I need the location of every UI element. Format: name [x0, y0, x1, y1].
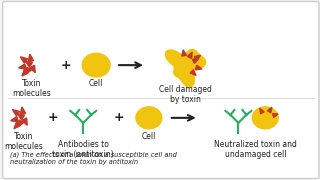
Polygon shape [25, 61, 32, 67]
Text: Cell: Cell [89, 79, 103, 88]
Polygon shape [190, 70, 196, 76]
Polygon shape [30, 65, 35, 73]
Text: Antibodies to
toxin (antitoxin): Antibodies to toxin (antitoxin) [52, 140, 114, 159]
Polygon shape [17, 120, 23, 127]
Polygon shape [22, 69, 28, 76]
PathPatch shape [165, 50, 206, 87]
Polygon shape [196, 65, 202, 70]
Polygon shape [20, 57, 28, 63]
Polygon shape [17, 114, 24, 120]
Polygon shape [192, 59, 199, 63]
Polygon shape [19, 64, 26, 69]
FancyBboxPatch shape [3, 1, 319, 179]
Text: (a) The effects of a toxin on a susceptible cell and
neutralization of the toxin: (a) The effects of a toxin on a suscepti… [10, 152, 176, 165]
Text: Toxin
molecules: Toxin molecules [12, 79, 51, 98]
Text: Cell damaged
by toxin: Cell damaged by toxin [159, 85, 212, 104]
Polygon shape [22, 118, 27, 125]
Text: +: + [114, 111, 124, 124]
Text: +: + [61, 59, 72, 72]
Text: Neutralized toxin and
undamaged cell: Neutralized toxin and undamaged cell [214, 140, 297, 159]
Polygon shape [28, 54, 34, 61]
Polygon shape [188, 52, 192, 58]
Polygon shape [25, 67, 31, 74]
Ellipse shape [252, 107, 278, 129]
Polygon shape [260, 108, 264, 114]
Polygon shape [12, 109, 20, 116]
Ellipse shape [136, 107, 162, 129]
Polygon shape [182, 50, 187, 56]
Text: +: + [48, 111, 59, 124]
Ellipse shape [82, 53, 110, 77]
Polygon shape [11, 117, 18, 122]
Polygon shape [194, 55, 201, 60]
Text: Cell: Cell [142, 132, 156, 141]
Polygon shape [273, 114, 278, 117]
Polygon shape [20, 107, 26, 114]
Polygon shape [14, 122, 20, 129]
Polygon shape [268, 107, 272, 113]
Text: Toxin
molecules: Toxin molecules [4, 132, 43, 151]
